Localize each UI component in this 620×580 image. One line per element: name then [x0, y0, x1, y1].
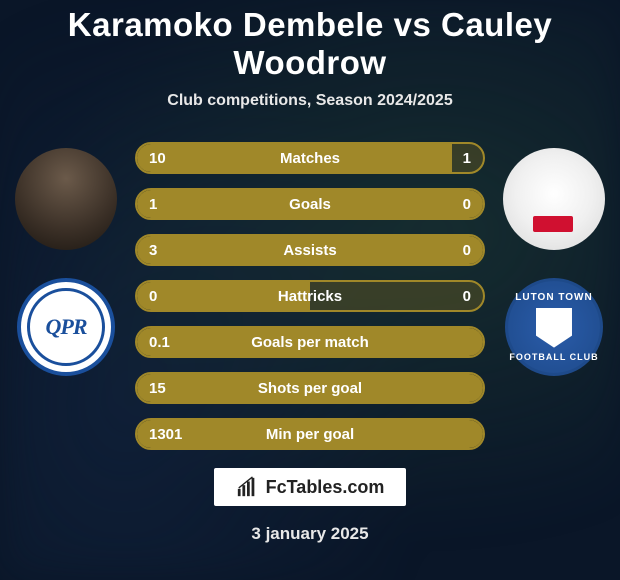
title-vs: vs — [394, 6, 432, 43]
stat-value-left: 15 — [149, 380, 166, 397]
stat-value-left: 0.1 — [149, 334, 170, 351]
main-row: QPR 10 Matches 1 1 Goals 0 3 Assists 0 0 Hattricks… — [0, 142, 620, 450]
luton-crest-top: LUTON TOWN — [509, 292, 598, 304]
stat-label: Matches — [280, 150, 340, 167]
stat-value-left: 1 — [149, 196, 157, 213]
stat-label: Assists — [283, 242, 336, 259]
qpr-crest-text: QPR — [46, 314, 87, 340]
branding-badge: FcTables.com — [214, 468, 407, 506]
player2-avatar — [503, 148, 605, 250]
page-title: Karamoko Dembele vs Cauley Woodrow — [0, 6, 620, 82]
date-text: 3 january 2025 — [251, 524, 368, 544]
left-side: QPR — [11, 142, 121, 376]
fctables-logo-icon — [236, 476, 258, 498]
right-side: LUTON TOWN FOOTBALL CLUB — [499, 142, 609, 376]
stat-row: 0.1 Goals per match — [135, 326, 485, 358]
player2-club-crest: LUTON TOWN FOOTBALL CLUB — [505, 278, 603, 376]
stat-row: 1 Goals 0 — [135, 188, 485, 220]
stat-value-left: 10 — [149, 150, 166, 167]
luton-crest-inner: LUTON TOWN FOOTBALL CLUB — [509, 292, 598, 363]
stat-row: 3 Assists 0 — [135, 234, 485, 266]
stat-row: 15 Shots per goal — [135, 372, 485, 404]
stats-column: 10 Matches 1 1 Goals 0 3 Assists 0 0 Hattricks 0 0.1… — [135, 142, 485, 450]
infographic-content: Karamoko Dembele vs Cauley Woodrow Club … — [0, 0, 620, 580]
stat-row: 0 Hattricks 0 — [135, 280, 485, 312]
stat-value-left: 3 — [149, 242, 157, 259]
luton-crest-bottom: FOOTBALL CLUB — [509, 352, 598, 363]
stat-value-right: 1 — [463, 150, 471, 167]
stat-value-right: 0 — [463, 288, 471, 305]
stat-label: Min per goal — [266, 426, 354, 443]
player1-club-crest: QPR — [17, 278, 115, 376]
branding-text: FcTables.com — [266, 477, 385, 498]
subtitle: Club competitions, Season 2024/2025 — [167, 92, 452, 110]
stat-value-left: 1301 — [149, 426, 182, 443]
stat-value-left: 0 — [149, 288, 157, 305]
player1-avatar — [15, 148, 117, 250]
stat-value-right: 0 — [463, 242, 471, 259]
stat-label: Shots per goal — [258, 380, 362, 397]
stat-label: Hattricks — [278, 288, 342, 305]
title-player1: Karamoko Dembele — [68, 6, 384, 43]
stat-row: 10 Matches 1 — [135, 142, 485, 174]
stat-value-right: 0 — [463, 196, 471, 213]
luton-crest-shield-icon — [536, 308, 572, 348]
stat-label: Goals — [289, 196, 331, 213]
stat-row: 1301 Min per goal — [135, 418, 485, 450]
stat-label: Goals per match — [251, 334, 369, 351]
